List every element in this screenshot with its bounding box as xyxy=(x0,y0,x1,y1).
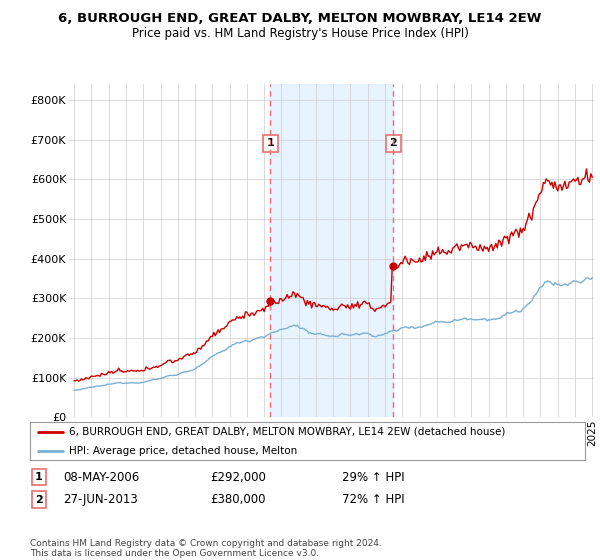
Text: 6, BURROUGH END, GREAT DALBY, MELTON MOWBRAY, LE14 2EW (detached house): 6, BURROUGH END, GREAT DALBY, MELTON MOW… xyxy=(69,427,505,437)
Text: 6, BURROUGH END, GREAT DALBY, MELTON MOWBRAY, LE14 2EW: 6, BURROUGH END, GREAT DALBY, MELTON MOW… xyxy=(58,12,542,25)
Text: HPI: Average price, detached house, Melton: HPI: Average price, detached house, Melt… xyxy=(69,446,297,456)
Text: 27-JUN-2013: 27-JUN-2013 xyxy=(63,493,138,506)
Text: 1: 1 xyxy=(266,138,274,148)
Bar xyxy=(271,84,394,417)
Text: Contains HM Land Registry data © Crown copyright and database right 2024.: Contains HM Land Registry data © Crown c… xyxy=(30,539,382,548)
Text: 72% ↑ HPI: 72% ↑ HPI xyxy=(342,493,404,506)
Text: £380,000: £380,000 xyxy=(210,493,265,506)
Text: £292,000: £292,000 xyxy=(210,470,266,484)
Text: Price paid vs. HM Land Registry's House Price Index (HPI): Price paid vs. HM Land Registry's House … xyxy=(131,27,469,40)
Text: 2: 2 xyxy=(35,494,43,505)
Text: 08-MAY-2006: 08-MAY-2006 xyxy=(63,470,139,484)
Text: 29% ↑ HPI: 29% ↑ HPI xyxy=(342,470,404,484)
Text: 2: 2 xyxy=(389,138,397,148)
Text: 1: 1 xyxy=(35,472,43,482)
Text: This data is licensed under the Open Government Licence v3.0.: This data is licensed under the Open Gov… xyxy=(30,549,319,558)
